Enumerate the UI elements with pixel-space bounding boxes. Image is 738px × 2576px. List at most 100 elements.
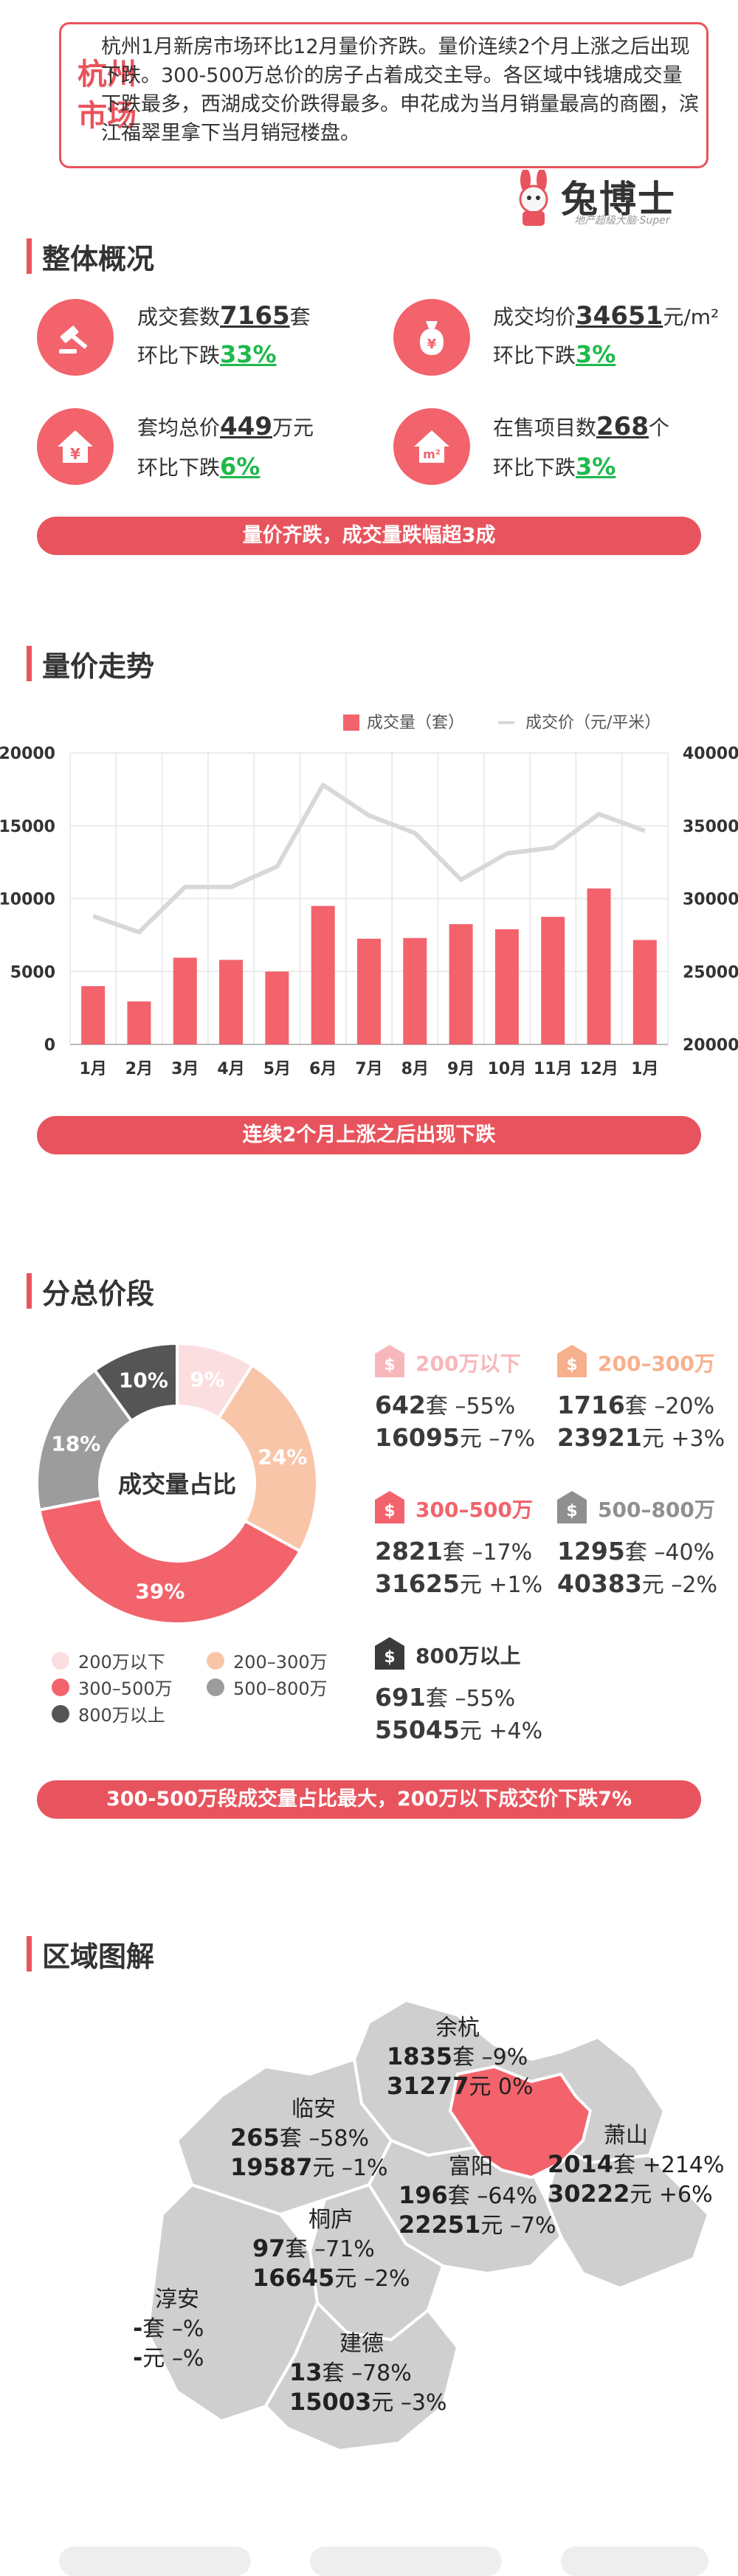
y2-tick-label: 30000 [683,891,738,909]
svg-text:$: $ [384,1356,395,1374]
legend-swatch-volume [343,714,359,731]
bar-volume [173,957,197,1044]
donut-legend-item: 500–800万 [207,1674,328,1700]
logo-subtext: 地产超级大脑·Super [574,213,669,227]
bar-volume [541,917,565,1044]
section-title-overview: 整体概况 [27,238,154,275]
donut-slice-label: 39% [135,1580,184,1604]
segment-price: 31625元 +1% [375,1566,542,1599]
segment-name: 500–800万 [598,1494,715,1523]
segment-count: 1295套 –40% [557,1534,714,1566]
bar-volume [449,924,473,1044]
legend-dot [52,1705,69,1723]
legend-label: 300–500万 [78,1674,173,1700]
region-name: 临安 [292,2090,336,2123]
bar-volume [633,940,657,1044]
segment-name: 800万以上 [415,1640,520,1670]
stat-avg-total-change: 环比下跌6% [137,452,260,481]
svg-text:$: $ [566,1356,577,1374]
donut-slice-label: 9% [190,1367,225,1391]
bar-volume [219,960,243,1044]
x-tick-label: 12月 [579,1060,618,1078]
bar-volume [127,1002,151,1044]
stat-projects: 在售项目数268个 [493,412,669,441]
house-m2-icon: m² [393,408,470,485]
segment-price: 40383元 –2% [557,1566,717,1599]
donut-center-label: 成交量占比 [118,1470,236,1498]
region-name: 余杭 [435,2009,480,2042]
x-tick-label: 2月 [125,1060,153,1078]
stat-avg-price-change: 环比下跌3% [493,340,615,369]
x-tick-label: 4月 [217,1060,244,1078]
y-tick-label: 20000 [0,745,55,763]
bar-volume [403,938,427,1044]
section-title-segments: 分总价段 [27,1272,154,1309]
y-tick-label: 5000 [10,963,55,982]
price-tag-icon: $ [557,1491,587,1523]
region-count: -套 –% [133,2310,204,2343]
section-title-trend: 量价走势 [27,645,154,682]
legend-dot [52,1652,69,1670]
price-tag-icon: $ [375,1491,404,1523]
section-title-regions: 区域图解 [27,1935,154,1972]
x-tick-label: 1月 [79,1060,106,1078]
segment-name: 300–500万 [415,1494,533,1523]
region-count: 196套 –64% [399,2177,537,2210]
svg-text:¥: ¥ [70,445,80,463]
legend-label: 500–800万 [233,1674,328,1700]
bar-volume [81,986,105,1044]
segment-price: 55045元 +4% [375,1712,542,1745]
trend-chart: 成交量（套）成交价（元/平米）0500010000150002000020000… [0,701,738,1092]
segment-count: 2821套 –17% [375,1534,532,1566]
y-tick-label: 10000 [0,891,55,909]
trend-banner: 连续2个月上涨之后出现下跌 [37,1116,701,1154]
region-price: 31277元 0% [387,2068,533,2101]
legend-label: 200–300万 [233,1647,328,1673]
region-name: 淳安 [155,2281,199,2313]
region-price: -元 –% [133,2340,204,2372]
segment-name: 200万以下 [415,1348,520,1377]
segment-name: 200–300万 [598,1348,715,1377]
x-tick-label: 3月 [171,1060,199,1078]
legend-label: 200万以下 [78,1647,165,1673]
donut-slice-label: 18% [51,1432,100,1456]
donut-legend-item: 800万以上 [52,1701,165,1726]
svg-text:¥: ¥ [427,337,437,352]
legend-dot [207,1652,224,1670]
x-tick-label: 5月 [263,1060,291,1078]
segment-count: 691套 –55% [375,1680,515,1712]
region-price: 30222元 +6% [548,2176,713,2208]
x-tick-label: 11月 [534,1060,573,1078]
region-name: 建德 [339,2325,384,2358]
donut-legend-item: 200万以下 [52,1647,165,1673]
segment-count: 642套 –55% [375,1388,515,1420]
legend-label-price: 成交价（元/平米） [525,714,661,732]
chart-legend: 成交量（套）成交价（元/平米） [343,714,661,732]
region-price: 22251元 –7% [399,2207,556,2239]
segment-price: 23921元 +3% [557,1420,725,1453]
bar-volume [587,889,611,1044]
stat-projects-change: 环比下跌3% [493,452,615,481]
price-tag-icon: $ [375,1637,404,1670]
y-tick-label: 0 [44,1036,55,1055]
bar-volume [311,906,335,1044]
gavel-icon [37,299,114,376]
footer-tab-2 [310,2546,502,2576]
x-tick-label: 6月 [309,1060,337,1078]
x-tick-label: 8月 [401,1060,429,1078]
donut-slice-label: 24% [258,1444,307,1469]
svg-text:$: $ [384,1502,395,1521]
region-price: 16645元 –2% [252,2260,410,2293]
region-count: 265套 –58% [230,2120,369,2152]
segment-price: 16095元 –7% [375,1420,535,1453]
svg-text:$: $ [566,1502,577,1521]
region-name: 萧山 [604,2117,648,2149]
donut-legend-item: 200–300万 [207,1647,328,1673]
segment-donut-chart: 9%24%39%18%10%成交量占比 [30,1336,325,1631]
y2-tick-label: 35000 [683,818,738,836]
stat-avg-price: 成交均价34651元/m² [493,301,719,331]
y2-tick-label: 20000 [683,1036,738,1055]
x-tick-label: 7月 [355,1060,382,1078]
region-count: 13套 –78% [289,2355,412,2387]
svg-text:m²: m² [423,447,441,461]
